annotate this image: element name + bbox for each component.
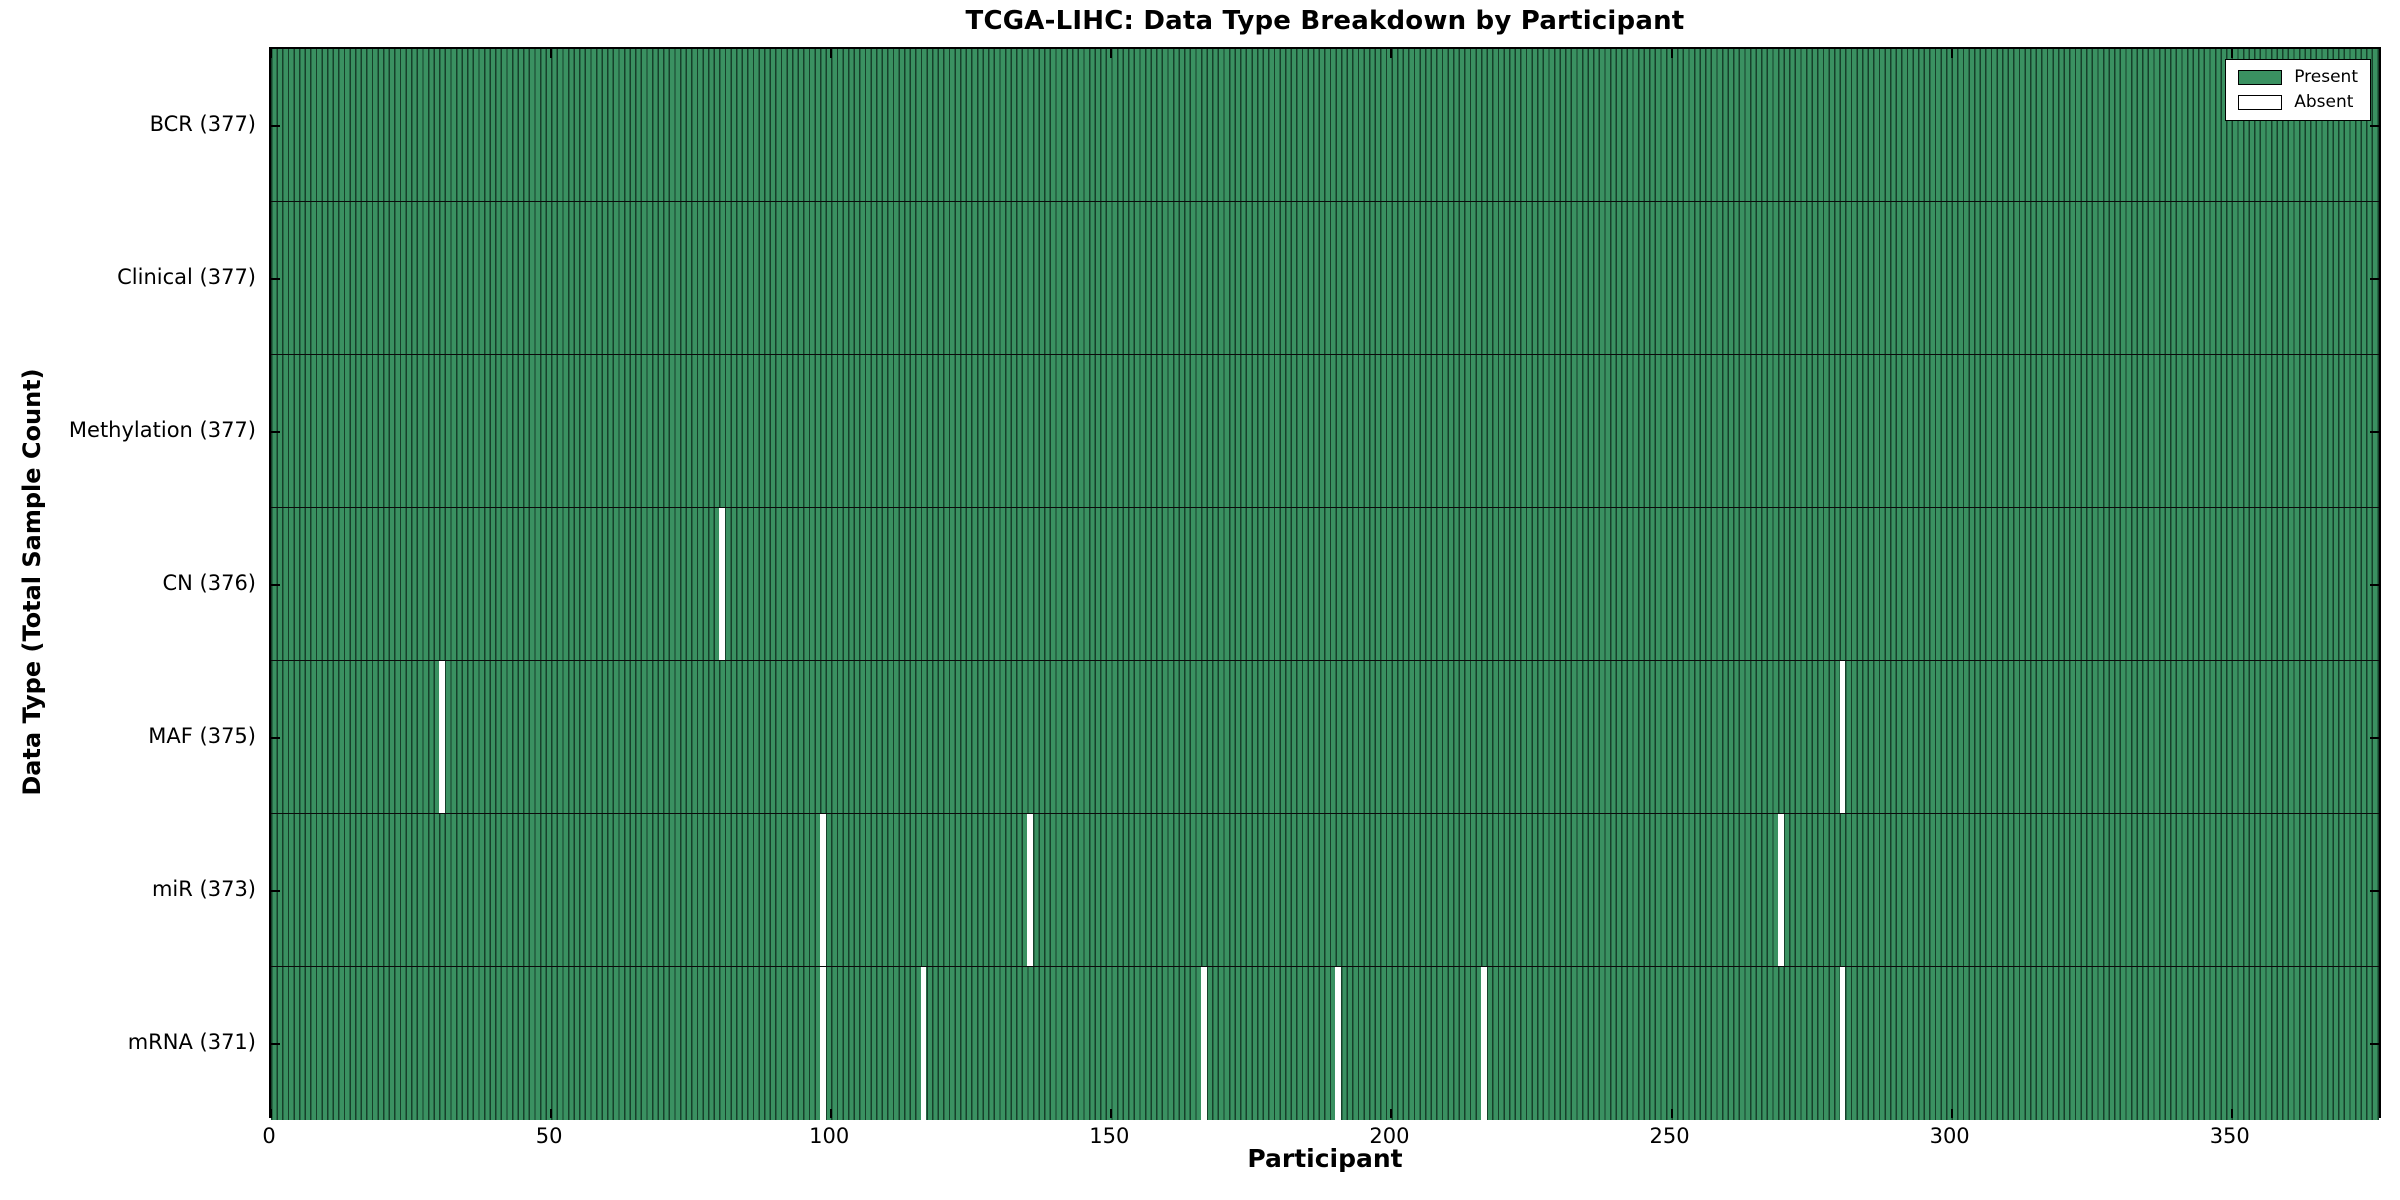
x-tick-label: 250 [1649,1124,1690,1148]
legend-absent-swatch [2238,95,2283,110]
y-tick-label-maf: MAF (375) [148,723,256,748]
x-tick-label: 350 [2209,1124,2250,1148]
absent-gap [820,814,826,966]
plot-area: Present Absent [269,47,2381,1120]
row-mrna [271,967,2379,1120]
row-clinical [271,202,2379,355]
rows-container [271,49,2379,1120]
absent-gap [1481,967,1487,1120]
legend-item-present: Present [2238,69,2358,86]
x-tick-label: 150 [1089,1124,1130,1148]
row-maf [271,661,2379,814]
y-tick-label-methylation: Methylation (377) [68,417,256,442]
x-tick-label: 100 [809,1124,850,1148]
x-tick-label: 200 [1369,1124,1410,1148]
absent-gap [820,967,826,1120]
absent-gap [1777,814,1784,966]
y-tick-label-bcr: BCR (377) [149,111,256,136]
absent-gap [920,967,927,1120]
legend-absent-label: Absent [2294,92,2354,112]
row-mir [271,814,2379,967]
row-methylation [271,355,2379,508]
legend-present-label: Present [2294,67,2358,87]
absent-gap [439,661,445,813]
absent-gap [1200,967,1207,1120]
x-tick-label: 0 [262,1124,276,1148]
chart-title: TCGA-LIHC: Data Type Breakdown by Partic… [965,6,1685,36]
y-tick-label-clinical: Clinical (377) [117,264,256,289]
absent-gap [1839,661,1846,813]
y-tick-label-mrna: mRNA (371) [127,1029,256,1054]
x-tick-label: 300 [1929,1124,1970,1148]
row-cn [271,508,2379,661]
legend-item-absent: Absent [2238,94,2358,111]
y-tick-label-mir: miR (373) [151,876,256,901]
x-tick-label: 50 [535,1124,563,1148]
absent-gap [719,508,725,660]
row-bcr [271,49,2379,202]
legend-present-swatch [2238,70,2283,85]
absent-gap [1335,967,1341,1120]
x-axis-label: Participant [1247,1144,1403,1173]
absent-gap [1027,814,1033,966]
legend: Present Absent [2225,59,2371,121]
y-tick-label-cn: CN (376) [162,570,256,595]
absent-gap [1839,967,1846,1120]
